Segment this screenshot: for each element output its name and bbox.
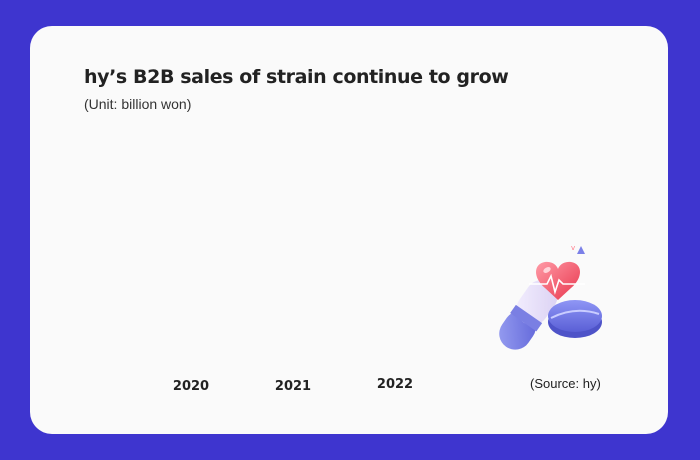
chart-card: hy’s B2B sales of strain continue to gro… [30,26,668,434]
unit-label: (Unit: billion won) [84,96,192,112]
sparkle-icon [577,246,585,254]
svg-text:v: v [571,244,575,252]
heartbeat-line-icon [529,273,585,295]
x-tick-label-2020: 2020 [173,379,209,394]
chart-plot: 2020 2021 2022 [173,377,413,394]
health-illustration: v [499,244,602,350]
capsule-icon [499,279,558,350]
x-axis-labels: 2020 2021 2022 [173,377,413,394]
chart-title: hy’s B2B sales of strain continue to gro… [84,66,509,88]
x-tick-label-2022: 2022 [377,377,413,392]
pill-icon [548,300,602,338]
source-note: (Source: hy) [530,376,601,391]
x-tick-label-2021: 2021 [275,379,311,394]
